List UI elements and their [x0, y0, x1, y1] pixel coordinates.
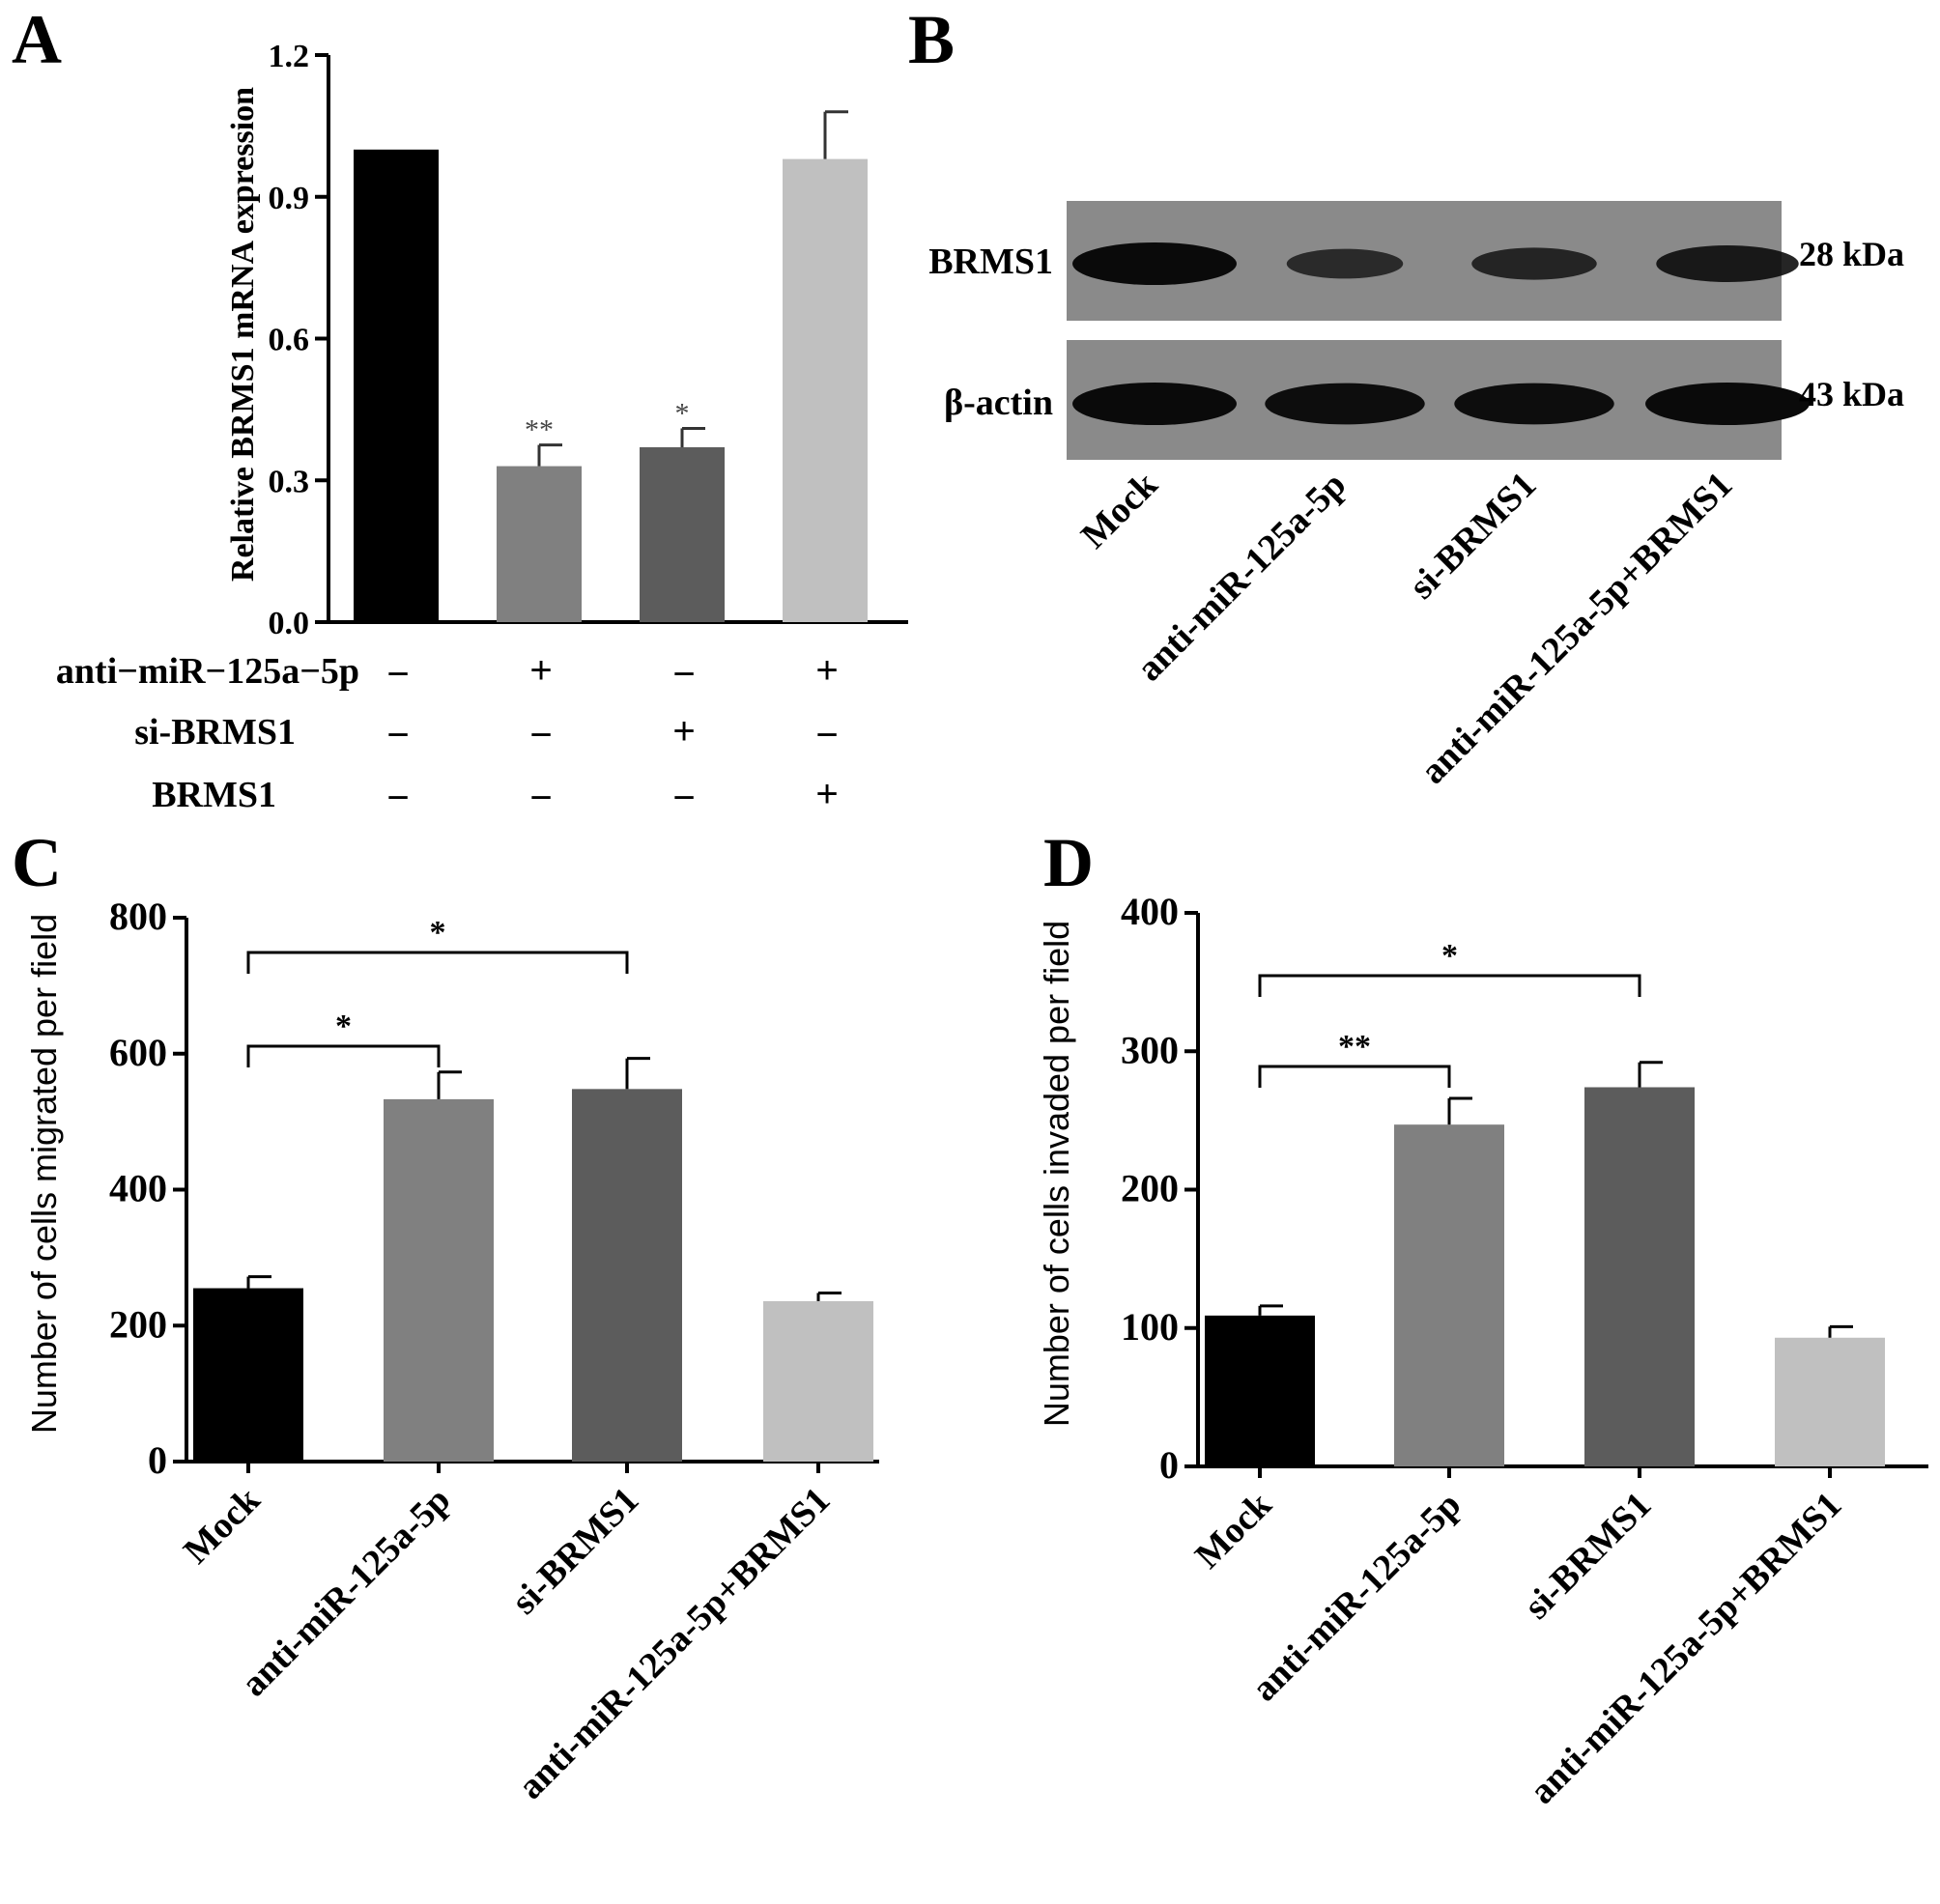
x-category-label: anti-miR-125a-5p [1244, 1485, 1469, 1710]
blot-lane-label: si-BRMS1 [1402, 465, 1545, 608]
y-tick-label: 600 [109, 1031, 167, 1074]
significance-bracket [246, 1044, 441, 1067]
x-category-label: anti-miR-125a-5p+BRMS1 [510, 1480, 838, 1807]
condition-minus: − [386, 653, 409, 696]
y-tick-label: 200 [109, 1302, 167, 1346]
significance-bracket-label: ** [1338, 1029, 1371, 1065]
x-category-label: anti-miR-125a-5p [234, 1480, 459, 1705]
y-tick-label: 0 [1159, 1443, 1179, 1487]
significance-marker: * [675, 397, 690, 429]
panel-letter-c: C [12, 824, 62, 901]
y-tick-label: 0.0 [269, 606, 310, 641]
y-tick-label: 1.2 [269, 39, 310, 74]
bar [384, 1098, 494, 1462]
significance-bracket [1258, 1065, 1451, 1088]
bar [1775, 1337, 1885, 1466]
x-category-label: Mock [1187, 1484, 1280, 1577]
y-tick-label: 0 [148, 1438, 167, 1482]
condition-row-label: BRMS1 [152, 775, 276, 815]
panel-letter-d: D [1043, 824, 1094, 901]
condition-minus: − [672, 777, 695, 819]
bar [1584, 1087, 1695, 1466]
bar [783, 158, 868, 622]
panel-a-bars: *** [354, 110, 868, 623]
blot-lane-label: anti-miR-125a-5p [1129, 465, 1355, 690]
y-tick-label: 800 [109, 895, 167, 938]
blot-kda-brms1: 28 kDa [1799, 235, 1904, 273]
blot-band [1072, 242, 1237, 285]
y-tick-label: 100 [1121, 1305, 1179, 1349]
bar [763, 1300, 873, 1462]
condition-minus: − [386, 714, 409, 756]
significance-bracket-label: * [1441, 938, 1458, 974]
y-tick-label: 0.3 [269, 464, 310, 499]
bar [1205, 1315, 1315, 1466]
condition-plus: + [672, 710, 695, 753]
blot-bands [1072, 242, 1810, 425]
bar [193, 1288, 303, 1462]
significance-marker: ** [525, 414, 554, 446]
condition-minus: − [529, 777, 552, 819]
blot-band [1471, 247, 1597, 280]
condition-row-label: si-BRMS1 [134, 712, 296, 753]
blot-band [1645, 383, 1810, 425]
panel-c-y-axis-label: Number of cells migrated per field [24, 914, 64, 1434]
bar [497, 466, 582, 622]
x-category-label: anti-miR-125a-5p+BRMS1 [1522, 1485, 1849, 1812]
condition-row-label: anti−miR−125a−5p [56, 651, 359, 692]
blot-row-label-brms1: BRMS1 [928, 242, 1053, 282]
x-category-label: Mock [176, 1479, 269, 1572]
bar [1394, 1124, 1504, 1466]
blot-band [1656, 245, 1799, 282]
y-tick-label: 0.6 [269, 323, 310, 358]
blot-row-label-actin: β-actin [944, 383, 1053, 423]
panel-d-y-axis-label: Number of cells invaded per field [1037, 921, 1076, 1427]
panel-d-bars: *** [1205, 938, 1885, 1466]
panel-letter-a: A [12, 1, 62, 78]
y-tick-label: 300 [1121, 1028, 1179, 1071]
y-tick-label: 200 [1121, 1167, 1179, 1210]
bar [640, 447, 725, 622]
y-tick-label: 400 [109, 1167, 167, 1210]
blot-band [1072, 383, 1237, 425]
panel-a-chart: 0.00.30.60.91.2 *** Relative BRMS1 mRNA … [56, 39, 908, 819]
bar [354, 149, 439, 623]
blot-lane-label: anti-miR-125a-5p+BRMS1 [1412, 465, 1740, 792]
blot-band [1286, 248, 1404, 279]
x-category-label: si-BRMS1 [504, 1480, 647, 1623]
panel-c-bars: ** [193, 915, 873, 1462]
bar [572, 1089, 682, 1462]
panel-b-western-blot: BRMS1 β-actin 28 kDa 43 kDa Mockanti-miR… [928, 201, 1904, 792]
significance-bracket [246, 951, 629, 974]
blot-lane-label: Mock [1073, 464, 1166, 556]
condition-plus: + [815, 649, 838, 692]
condition-plus: + [815, 773, 838, 815]
blot-kda-actin: 43 kDa [1799, 375, 1904, 413]
blot-band [1265, 383, 1425, 425]
blot-band [1454, 383, 1614, 425]
significance-bracket-label: * [335, 1009, 352, 1044]
y-tick-label: 0.9 [269, 181, 310, 216]
condition-minus: − [672, 653, 695, 696]
condition-minus: − [529, 714, 552, 756]
significance-bracket [1258, 974, 1641, 997]
panel-a-y-axis-label: Relative BRMS1 mRNA expression [225, 87, 261, 582]
panel-letter-b: B [908, 1, 955, 78]
y-tick-label: 400 [1121, 890, 1179, 933]
x-category-label: si-BRMS1 [1517, 1485, 1660, 1628]
condition-minus: − [386, 777, 409, 819]
condition-plus: + [529, 649, 552, 692]
panel-a-condition-table: anti−miR−125a−5p − + − +si-BRMS1− − + −BRMS1− − −… [56, 649, 839, 819]
significance-bracket-label: * [430, 915, 446, 951]
condition-minus: − [815, 714, 838, 756]
